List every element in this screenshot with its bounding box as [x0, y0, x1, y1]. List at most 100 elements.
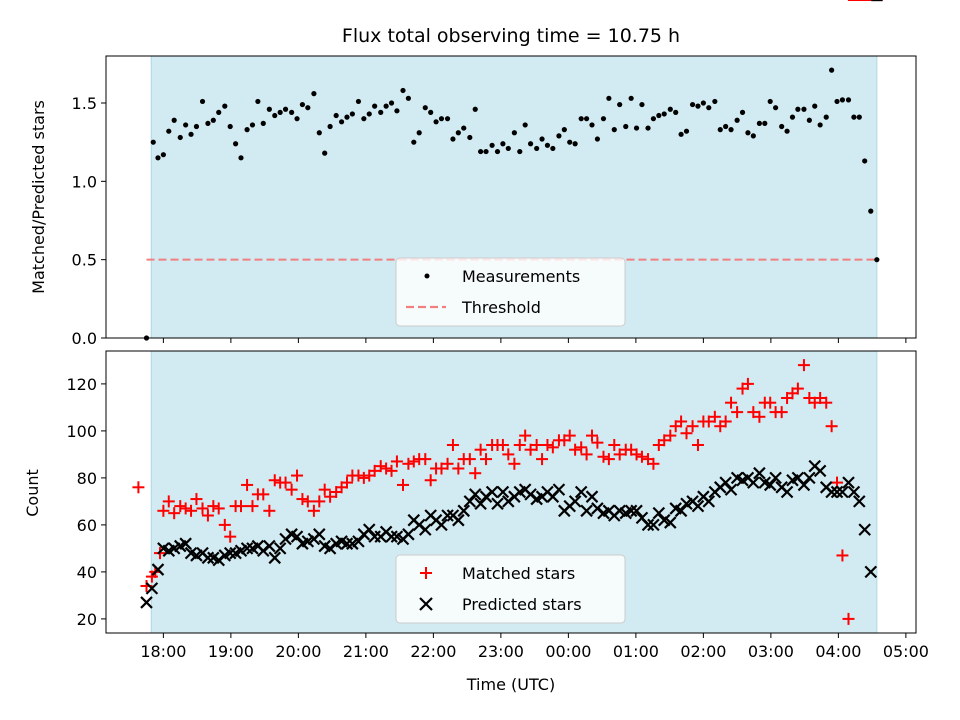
measurement-point [767, 98, 773, 105]
matched-star-point [368, 464, 381, 477]
matched-star-point [218, 518, 231, 531]
matched-star-point [196, 502, 209, 515]
matched-star-point [397, 478, 409, 491]
measurement-point [868, 208, 874, 214]
matched-star-point [185, 504, 198, 517]
measurement-point [723, 123, 729, 130]
predicted-star-point [858, 523, 871, 536]
matched-star-point [168, 507, 181, 520]
matched-star-point [257, 488, 270, 501]
matched-star-point [820, 396, 833, 409]
legend-marker-measurements [424, 273, 430, 279]
legend-bottom-box [395, 554, 626, 624]
matched-star-point [162, 495, 175, 508]
predicted-star-point [352, 535, 365, 548]
predicted-star-point [674, 504, 688, 518]
measurement-point [177, 134, 183, 141]
measurement-point [567, 139, 573, 145]
matched-star-point [513, 439, 526, 451]
measurement-point [478, 148, 484, 155]
matched-star-point [496, 439, 509, 451]
y-tick-label: 80 [77, 469, 97, 488]
predicted-star-point [853, 495, 866, 508]
predicted-star-point [797, 478, 811, 492]
legend-marker-predicted [419, 597, 433, 611]
matched-star-point [179, 502, 192, 515]
measurement-point [572, 141, 578, 147]
matched-star-point [502, 448, 515, 461]
predicted-star-point [385, 530, 398, 543]
measurement-point [527, 141, 534, 147]
matched-star-point [132, 481, 145, 494]
predicted-star-point [441, 509, 454, 522]
predicted-star-point [719, 476, 732, 489]
measurement-point [327, 123, 333, 130]
predicted-star-point [803, 471, 816, 485]
measurement-point [728, 127, 734, 133]
matched-star-point [675, 415, 688, 428]
measurement-point [411, 139, 417, 145]
axes-frame [105, 55, 917, 339]
matched-star-point [575, 441, 588, 454]
predicted-star-point [179, 537, 192, 550]
measurement-point [272, 112, 278, 119]
measurement-point [611, 127, 617, 133]
predicted-star-point [313, 528, 326, 541]
matched-star-point [602, 453, 615, 466]
x-tick-label: 05:00 [883, 642, 929, 661]
x-tick-label: 03:00 [748, 642, 794, 661]
predicted-star-point [568, 495, 582, 508]
x-tick-label: 19:00 [208, 642, 254, 661]
measurement-point [505, 145, 511, 152]
matched-star-point [390, 455, 403, 468]
matched-star-point [174, 500, 187, 513]
measurement-point [717, 127, 723, 133]
matched-star-point [664, 429, 677, 442]
predicted-star-point [151, 563, 165, 576]
measurement-point [394, 108, 400, 114]
predicted-star-point [724, 483, 738, 496]
matched-star-point [764, 396, 777, 409]
matched-star-point [597, 450, 610, 463]
measurement-point [160, 152, 166, 158]
predicted-star-point [691, 499, 705, 513]
predicted-star-point [140, 596, 153, 609]
matched-star-point [318, 483, 331, 496]
matched-star-point [524, 443, 537, 456]
measurement-point [210, 117, 216, 123]
predicted-star-point [273, 542, 287, 555]
measurement-point [862, 158, 868, 164]
matched-star-point [268, 474, 281, 487]
matched-star-point [291, 469, 304, 482]
y-tick-label: 120 [66, 375, 97, 394]
measurement-point [779, 123, 785, 130]
predicted-star-point [491, 497, 504, 511]
predicted-star-point [630, 504, 643, 518]
x-tick-label: 02:00 [680, 642, 726, 661]
x-tick-label: 04:00 [815, 642, 861, 661]
matched-star-point [731, 406, 744, 419]
matched-star-point [157, 504, 170, 517]
measurement-point [522, 122, 528, 128]
matched-star-point [608, 439, 621, 451]
matched-star-point [775, 406, 788, 419]
chart-title: Flux total observing time = 10.75 h [342, 25, 680, 47]
legend-marker-matched [420, 567, 432, 579]
measurement-point [712, 98, 718, 105]
measurement-point [416, 130, 422, 136]
measurement-point [338, 119, 345, 125]
measurement-point [839, 97, 846, 103]
predicted-star-point [847, 485, 861, 499]
matched-star-point [569, 443, 582, 456]
matched-star-point [725, 396, 738, 409]
predicted-star-point [585, 490, 599, 503]
measurement-point [756, 120, 763, 126]
measurement-point [199, 98, 206, 105]
measurement-point [517, 148, 523, 155]
measurement-point [762, 120, 768, 126]
matched-star-point [340, 476, 353, 489]
matched-star-point [791, 382, 804, 395]
matched-star-point [441, 457, 454, 470]
matched-star-point [541, 439, 554, 451]
matched-star-point [357, 471, 370, 484]
